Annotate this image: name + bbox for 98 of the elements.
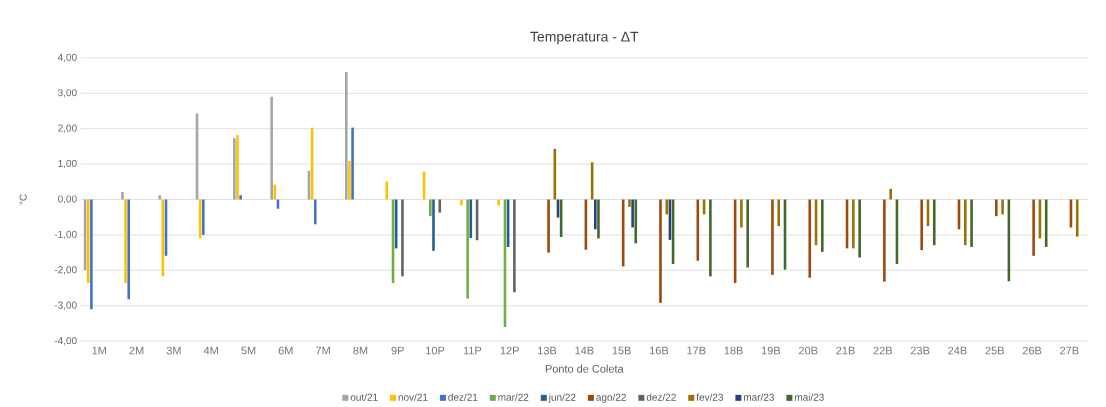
bar — [1001, 199, 1004, 215]
legend-label: out/21 — [350, 393, 378, 401]
bar — [883, 199, 886, 282]
bar — [351, 127, 354, 200]
bar — [432, 199, 435, 251]
x-tick-label: 17B — [687, 346, 706, 355]
bar — [86, 199, 90, 284]
x-tick-label: 15B — [612, 346, 631, 355]
bar — [313, 199, 317, 225]
x-tick-label: 3M — [166, 346, 181, 355]
x-tick-label: 6M — [278, 346, 293, 355]
bar — [852, 199, 855, 249]
chart-title: Temperatura - ΔT — [530, 31, 639, 45]
x-tick-label: 1M — [92, 346, 106, 355]
bar — [594, 199, 597, 230]
bar — [659, 199, 662, 303]
bar — [239, 195, 242, 200]
y-axis-title: °C — [19, 194, 27, 205]
y-tick-label: 1,00 — [58, 159, 77, 169]
y-tick-label: 0,00 — [58, 195, 77, 204]
legend-label: mar/22 — [498, 393, 529, 401]
x-tick-label: 11P — [463, 346, 482, 355]
bar — [858, 199, 861, 258]
bar — [90, 199, 93, 310]
y-tick-label: 3,00 — [58, 89, 77, 98]
bar — [1075, 199, 1079, 237]
bar — [995, 199, 998, 217]
bar — [513, 199, 516, 293]
bar — [1032, 199, 1035, 256]
bar — [970, 199, 973, 247]
x-tick-label: 14B — [575, 346, 594, 355]
bar — [746, 199, 749, 268]
x-tick-label: 5M — [241, 346, 256, 355]
legend-label: ago/22 — [596, 393, 626, 403]
bar — [631, 199, 634, 228]
bar — [597, 199, 600, 239]
bar — [889, 188, 892, 200]
bar — [460, 199, 463, 206]
x-tick-label: 10P — [426, 346, 445, 355]
x-tick-label: 8M — [353, 346, 368, 355]
bar — [740, 199, 743, 228]
bar — [628, 199, 631, 207]
bar — [808, 199, 812, 278]
legend-label: mar/23 — [744, 393, 774, 401]
x-tick-label: 26B — [1022, 346, 1042, 355]
bar — [771, 199, 774, 275]
x-tick-label: 7M — [316, 346, 330, 355]
bar — [665, 199, 669, 215]
bar — [821, 199, 824, 252]
y-tick-label: -2,00 — [54, 266, 77, 275]
x-tick-label: 18B — [724, 346, 743, 355]
bar — [429, 199, 432, 217]
bar — [634, 199, 638, 244]
bar — [932, 199, 936, 246]
y-tick-label: -4,00 — [54, 337, 77, 346]
y-tick-label: -3,00 — [54, 301, 77, 310]
legend-label: dez/21 — [448, 393, 478, 401]
x-tick-label: 9P — [391, 346, 404, 355]
legend-label: jun/22 — [548, 393, 576, 403]
x-tick-label: 2M — [129, 346, 144, 355]
x-tick-label: 25B — [985, 346, 1004, 355]
bar — [497, 199, 500, 206]
x-tick-label: 19B — [761, 346, 781, 355]
legend-label: dez/22 — [646, 393, 676, 401]
y-tick-label: 4,00 — [57, 53, 77, 62]
bar — [920, 199, 923, 251]
x-tick-label: 21B — [836, 346, 855, 355]
bar — [348, 160, 351, 200]
bar — [777, 199, 781, 227]
bar — [158, 195, 162, 200]
x-tick-label: 20B — [798, 346, 818, 355]
x-tick-label: 13B — [538, 346, 557, 355]
bar — [466, 199, 469, 299]
x-tick-label: 4M — [203, 346, 218, 355]
x-tick-label: 24B — [948, 346, 967, 355]
legend-label: fev/23 — [696, 393, 723, 401]
bar — [345, 72, 348, 200]
x-tick-label: 16B — [650, 346, 669, 355]
bar — [127, 199, 130, 300]
legend-label: nov/21 — [398, 393, 428, 401]
y-tick-label: 2,00 — [58, 124, 77, 133]
x-tick-label: 27B — [1060, 346, 1079, 355]
bar — [124, 199, 127, 284]
bar — [202, 199, 205, 235]
bar — [385, 181, 389, 200]
x-tick-label: 12P — [500, 346, 519, 355]
bar — [121, 192, 124, 200]
y-tick-label: -1,00 — [54, 230, 77, 240]
bar — [963, 199, 967, 246]
bar — [709, 199, 712, 277]
legend-label: mai/23 — [795, 393, 824, 401]
bar — [547, 199, 550, 253]
bar — [401, 199, 404, 277]
bar — [438, 199, 442, 213]
bar — [270, 96, 273, 200]
x-tick-label: 22B — [873, 346, 892, 355]
x-tick-label: 23B — [910, 346, 930, 355]
x-axis-title: Ponto de Coleta — [545, 364, 624, 373]
